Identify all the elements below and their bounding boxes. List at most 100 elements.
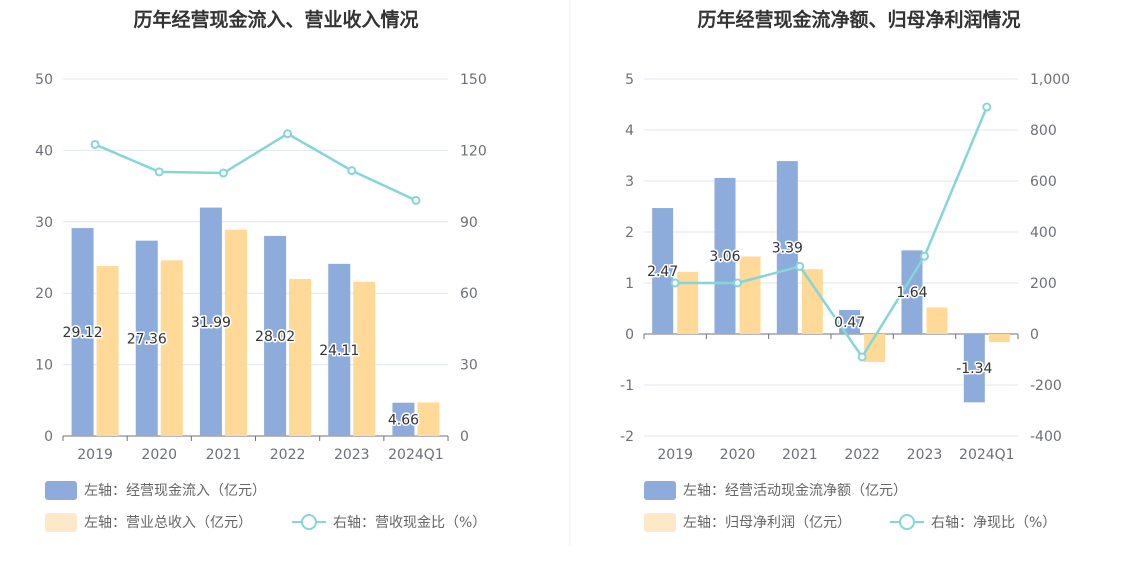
- left-axis-tick-label: 50: [35, 72, 53, 88]
- legend-swatch-total-revenue[interactable]: [45, 513, 77, 532]
- x-axis-tick-label: 2022: [844, 447, 880, 463]
- left-axis-tick-label: 40: [35, 143, 53, 159]
- bar-secondary[interactable]: [926, 307, 948, 334]
- ratio-point[interactable]: [857, 352, 867, 362]
- right-axis-tick-label: 200: [1030, 276, 1057, 292]
- x-axis-tick-label: 2019: [77, 447, 113, 463]
- bar-secondary[interactable]: [353, 281, 376, 436]
- bar-primary[interactable]: [839, 310, 861, 334]
- legend-swatch-operating-cash-inflow[interactable]: [45, 481, 77, 500]
- bar-data-label: 31.99: [191, 315, 231, 331]
- ratio-point[interactable]: [411, 195, 421, 205]
- right-axis-tick-label: 60: [460, 286, 478, 302]
- bar-data-label: 29.12: [63, 325, 103, 341]
- bar-secondary[interactable]: [417, 402, 440, 436]
- ratio-point[interactable]: [982, 102, 992, 112]
- ratio-line: [94, 132, 417, 202]
- bar-secondary[interactable]: [801, 269, 823, 334]
- bar-secondary[interactable]: [739, 256, 761, 334]
- bar-data-label: 24.11: [319, 343, 359, 359]
- right-chart: 历年经营现金流净额、归母净利润情况 -2 -1 0 1 2 3 4 5 -400 -200 0 200…: [620, 8, 1070, 532]
- left-chart-title: 历年经营现金流入、营业收入情况: [133, 8, 418, 31]
- bar-data-label: 27.36: [127, 331, 167, 347]
- bar-secondary[interactable]: [224, 229, 247, 436]
- bar-secondary[interactable]: [677, 271, 699, 334]
- bar-secondary[interactable]: [864, 334, 886, 363]
- x-axis-tick-label: 2020: [141, 447, 177, 463]
- right-axis-tick-label: 90: [460, 215, 478, 231]
- x-axis-tick-label: 2023: [907, 447, 943, 463]
- bar-primary[interactable]: [963, 334, 985, 403]
- bar-data-label: 3.06: [709, 249, 740, 265]
- bar-data-label: 4.66: [388, 412, 419, 428]
- left-axis-tick-label: -1: [620, 378, 634, 394]
- x-axis-tick-label: 2020: [720, 447, 756, 463]
- ratio-line: [675, 106, 988, 360]
- left-axis-tick-label: 2: [625, 225, 634, 241]
- bar-secondary[interactable]: [289, 278, 312, 436]
- bar-primary[interactable]: [264, 235, 287, 436]
- bar-primary[interactable]: [328, 263, 351, 436]
- bar-secondary[interactable]: [988, 334, 1010, 343]
- ratio-point[interactable]: [919, 251, 929, 261]
- bar-primary[interactable]: [652, 208, 674, 334]
- left-axis-tick-label: 3: [625, 174, 634, 190]
- bar-primary[interactable]: [714, 177, 736, 334]
- legend-label-revenue-cash-ratio[interactable]: 右轴：营收现金比（%）: [333, 515, 486, 531]
- right-axis-tick-label: 0: [460, 429, 469, 445]
- legend-label-net-profit[interactable]: 左轴：归母净利润（亿元）: [683, 514, 851, 531]
- left-axis-tick-label: 0: [44, 429, 53, 445]
- bar-secondary[interactable]: [96, 266, 119, 436]
- left-axis-tick-label: 20: [35, 286, 53, 302]
- right-chart-title: 历年经营现金流净额、归母净利润情况: [697, 8, 1020, 31]
- bar-secondary[interactable]: [160, 260, 183, 436]
- left-axis-tick-label: 1: [625, 276, 634, 292]
- bar-data-label: 0.47: [834, 315, 865, 331]
- ratio-point[interactable]: [795, 261, 805, 271]
- bar-primary[interactable]: [392, 402, 415, 436]
- left-axis-tick-label: -2: [620, 429, 634, 445]
- ratio-point[interactable]: [347, 166, 357, 176]
- x-axis-tick-label: 2021: [782, 447, 818, 463]
- legend-swatch-net-cash-ratio[interactable]: [890, 514, 924, 530]
- right-axis-tick-label: 150: [460, 72, 487, 88]
- left-axis-tick-label: 4: [625, 123, 634, 139]
- right-legend: 左轴：经营活动现金流净额（亿元） 左轴：归母净利润（亿元） 右轴：净现比（%）: [644, 481, 1056, 532]
- right-axis-tick-label: 30: [460, 358, 478, 374]
- bar-data-label: -1.34: [956, 361, 992, 377]
- ratio-point[interactable]: [218, 168, 228, 178]
- right-axis-tick-label: 400: [1030, 225, 1057, 241]
- bar-primary[interactable]: [135, 240, 158, 436]
- left-legend: 左轴：经营现金流入（亿元） 左轴：营业总收入（亿元） 右轴：营收现金比（%）: [45, 481, 486, 532]
- right-axis-tick-label: 1,000: [1030, 72, 1070, 88]
- legend-swatch-net-profit[interactable]: [644, 513, 676, 532]
- x-axis-tick-label: 2024Q1: [388, 447, 444, 463]
- legend-label-total-revenue[interactable]: 左轴：营业总收入（亿元）: [84, 515, 252, 531]
- legend-label-net-cash-ratio[interactable]: 右轴：净现比（%）: [931, 515, 1056, 531]
- right-axis-tick-label: -400: [1030, 429, 1062, 445]
- right-axis-tick-label: 800: [1030, 123, 1057, 139]
- legend-label-net-operating-cash-flow[interactable]: 左轴：经营活动现金流净额（亿元）: [683, 483, 907, 499]
- right-axis-tick-label: 120: [460, 143, 487, 159]
- ratio-point[interactable]: [283, 129, 293, 139]
- legend-swatch-revenue-cash-ratio[interactable]: [292, 514, 326, 530]
- bar-data-label: 2.47: [647, 264, 678, 280]
- x-axis-tick-label: 2019: [657, 447, 693, 463]
- bar-data-label: 1.64: [896, 285, 927, 301]
- bar-data-label: 3.39: [772, 241, 803, 257]
- ratio-point[interactable]: [670, 278, 680, 288]
- ratio-point[interactable]: [154, 167, 164, 177]
- bar-primary[interactable]: [776, 161, 798, 334]
- left-axis-tick-label: 5: [625, 72, 634, 88]
- legend-swatch-net-operating-cash-flow[interactable]: [644, 481, 676, 500]
- ratio-point[interactable]: [732, 278, 742, 288]
- bar-primary[interactable]: [199, 207, 222, 436]
- ratio-point[interactable]: [90, 139, 100, 149]
- legend-label-operating-cash-inflow[interactable]: 左轴：经营现金流入（亿元）: [84, 483, 266, 499]
- right-axis-tick-label: 0: [1030, 327, 1039, 343]
- bar-primary[interactable]: [901, 250, 923, 334]
- left-axis-tick-label: 0: [625, 327, 634, 343]
- bar-primary[interactable]: [71, 228, 94, 436]
- left-chart: 历年经营现金流入、营业收入情况 0 10 20 30 40 50 0 30 60 90 120 150…: [35, 8, 487, 532]
